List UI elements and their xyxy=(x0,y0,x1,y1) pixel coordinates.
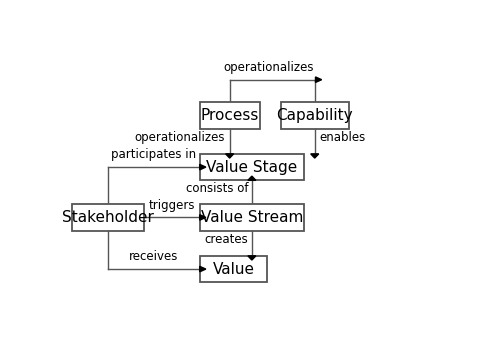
FancyBboxPatch shape xyxy=(200,204,304,231)
Polygon shape xyxy=(315,77,322,83)
Polygon shape xyxy=(311,154,319,158)
Text: Capability: Capability xyxy=(276,108,353,123)
Polygon shape xyxy=(248,176,256,180)
Text: consists of: consists of xyxy=(186,182,248,195)
Polygon shape xyxy=(200,266,206,272)
Text: operationalizes: operationalizes xyxy=(135,131,225,144)
Text: Value Stage: Value Stage xyxy=(206,160,297,175)
Text: Value Stream: Value Stream xyxy=(201,210,303,225)
FancyBboxPatch shape xyxy=(281,102,348,129)
Text: receives: receives xyxy=(129,250,179,263)
FancyBboxPatch shape xyxy=(200,154,304,180)
Text: creates: creates xyxy=(204,233,248,246)
Polygon shape xyxy=(248,256,256,260)
FancyBboxPatch shape xyxy=(72,204,144,231)
Text: Stakeholder: Stakeholder xyxy=(62,210,154,225)
Polygon shape xyxy=(200,164,206,170)
Text: Process: Process xyxy=(201,108,259,123)
Text: Value: Value xyxy=(213,261,254,277)
Text: operationalizes: operationalizes xyxy=(223,61,313,74)
Polygon shape xyxy=(226,154,234,158)
FancyBboxPatch shape xyxy=(200,256,267,282)
Text: enables: enables xyxy=(319,131,366,144)
FancyBboxPatch shape xyxy=(200,102,259,129)
Text: triggers: triggers xyxy=(148,198,195,212)
Polygon shape xyxy=(200,215,206,220)
Text: participates in: participates in xyxy=(111,148,196,161)
